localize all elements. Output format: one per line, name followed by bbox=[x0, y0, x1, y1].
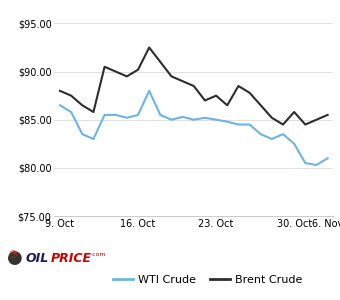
Text: OIL: OIL bbox=[26, 251, 49, 265]
Text: ◔: ◔ bbox=[8, 249, 17, 260]
Text: PRICE: PRICE bbox=[51, 251, 92, 265]
Text: ●: ● bbox=[7, 249, 22, 267]
Legend: WTI Crude, Brent Crude: WTI Crude, Brent Crude bbox=[108, 270, 307, 289]
Text: .com: .com bbox=[90, 252, 106, 257]
